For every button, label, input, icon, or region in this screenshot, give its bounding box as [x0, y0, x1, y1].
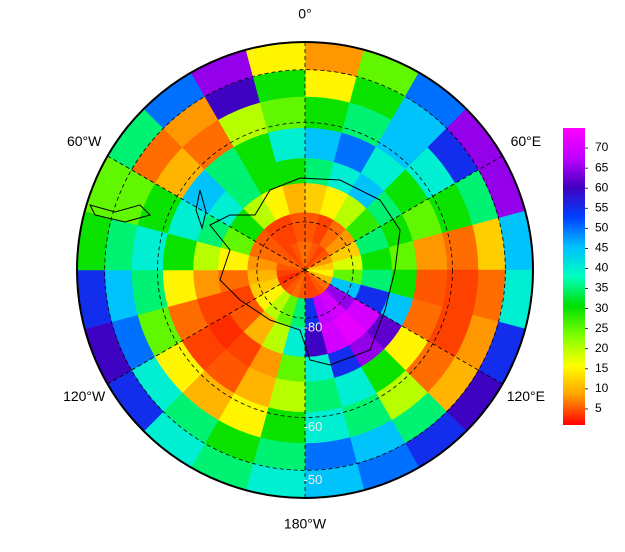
colorbar-tick-label: 65	[595, 160, 609, 174]
coastline	[89, 177, 401, 366]
graticule	[76, 41, 534, 499]
meridian-label: 120°E	[507, 388, 545, 404]
parallel-label: -50	[304, 472, 323, 487]
meridian-label: 60°E	[511, 133, 542, 149]
meridian-line	[304, 155, 503, 271]
meridian-line	[304, 269, 503, 385]
colorbar-tick-label: 30	[595, 301, 609, 315]
meridian-label: 60°W	[67, 133, 102, 149]
parallel-circle	[104, 69, 506, 471]
meridian-label: 180°W	[284, 516, 327, 532]
colorbar-tick-label: 5	[595, 401, 602, 415]
colorbar-tick-label: 25	[595, 321, 609, 335]
colorbar-tick-label: 40	[595, 261, 609, 275]
colorbar-tick-label: 60	[595, 180, 609, 194]
parallel-label: -80	[304, 320, 323, 335]
map-cell	[442, 224, 479, 271]
colorbar-tick-label: 45	[595, 241, 609, 255]
colorbar: 5 10 15 20 25 30 35 40 45 50 55 60 65 70	[563, 128, 609, 425]
parallel-circle	[256, 221, 354, 319]
colorbar-tick-label: 10	[595, 381, 609, 395]
map-labels: 0° 60°E 120°E 180°W 120°W 60°W -80 -60 -50	[63, 6, 545, 532]
map-cell	[131, 269, 168, 316]
meridian-label: 0°	[298, 6, 311, 22]
colorbar-tick-label: 20	[595, 341, 609, 355]
parallel-circle	[157, 122, 453, 418]
map-cells	[76, 41, 534, 499]
parallel-label: -60	[304, 419, 323, 434]
map-cell	[259, 96, 306, 133]
colorbar-tick-label: 70	[595, 140, 609, 154]
colorbar-gradient	[563, 128, 585, 425]
colorbar-tick-label: 55	[595, 200, 609, 214]
meridian-line	[107, 269, 306, 385]
colorbar-tick-label: 15	[595, 361, 609, 375]
meridian-line	[107, 155, 306, 271]
meridian-label: 120°W	[63, 388, 106, 404]
colorbar-tick-label: 50	[595, 221, 609, 235]
colorbar-tick-label: 35	[595, 281, 609, 295]
